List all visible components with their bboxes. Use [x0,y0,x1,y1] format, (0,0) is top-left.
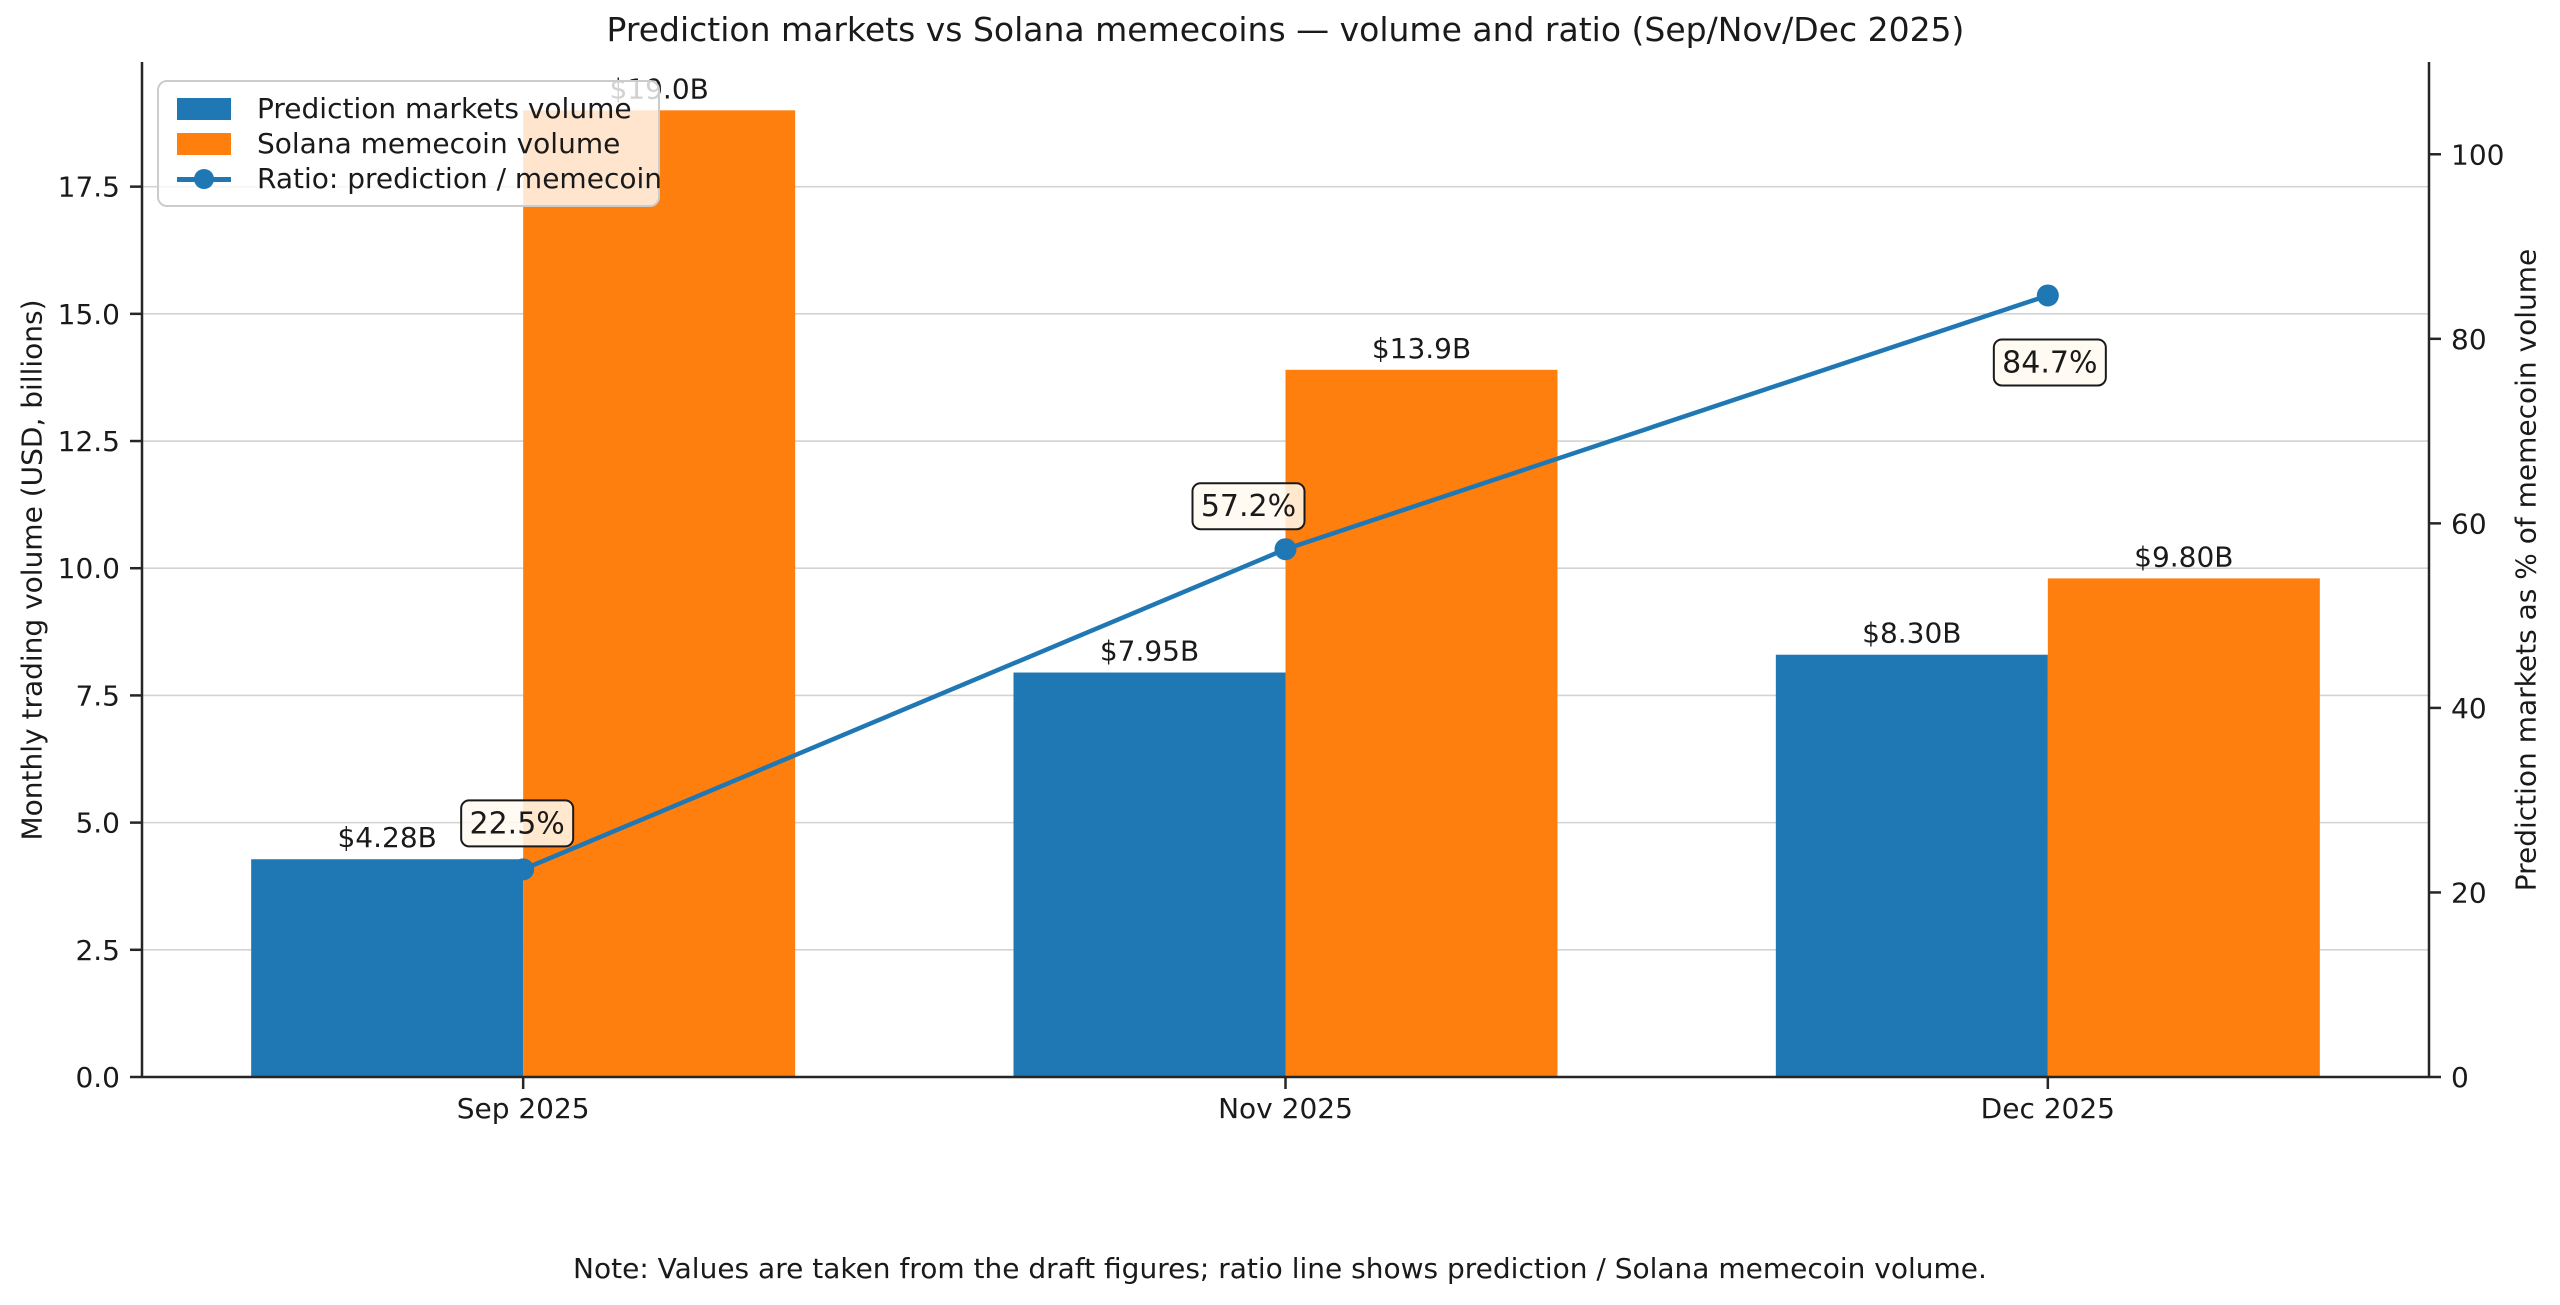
right-tick-label: 100 [2451,138,2504,171]
bar [1013,672,1286,1077]
right-tick-label: 0 [2451,1061,2469,1094]
left-tick-label: 17.5 [58,171,120,204]
bar-labels-group: $4.28B$7.95B$8.30B$19.0B$13.9B$9.80B [337,72,2233,854]
left-tick-label: 2.5 [75,934,120,967]
left-tick-label: 10.0 [58,552,120,585]
x-tick-label: Dec 2025 [1981,1092,2115,1125]
x-tick-label: Nov 2025 [1218,1092,1353,1125]
left-tick-label: 12.5 [58,425,120,458]
right-tick-label: 40 [2451,692,2487,725]
annotation-label: 57.2% [1201,489,1296,524]
bars-group [251,110,2320,1078]
bar-value-label: $9.80B [2134,540,2233,573]
legend-item-prediction-volume: Prediction markets volume [177,92,648,125]
right-tick-label: 20 [2451,876,2487,909]
bar-value-label: $4.28B [337,821,436,854]
annotation-box [1191,482,1306,531]
ratio-point-marker [512,858,535,881]
right-tick-label: 60 [2451,507,2487,540]
legend-line-marker-icon [177,168,231,190]
annotations-group: 22.5% 57.2% 84.7% [460,338,2107,848]
annotation-label: 22.5% [470,806,565,841]
ratio-line-group [512,284,2059,881]
left-axis-label: Monthly trading volume (USD, billions) [15,299,49,841]
bar [1775,654,2048,1077]
footnote: Note: Values are taken from the draft fi… [573,1252,1987,1285]
legend-label: Prediction markets volume [257,92,632,125]
bar-value-label: $8.30B [1862,617,1961,650]
left-tick-label: 5.0 [75,807,120,840]
bar [2047,578,2320,1077]
left-tick-label: 15.0 [58,298,120,331]
legend-label: Ratio: prediction / memecoin [257,162,662,195]
bar [1285,369,1558,1077]
left-tick-label: 7.5 [75,679,120,712]
chart-title: Prediction markets vs Solana memecoins —… [606,10,1965,49]
ratio-point-marker [1274,538,1297,561]
legend-item-memecoin-volume: Solana memecoin volume [177,127,648,160]
annotation-box [1992,338,2107,387]
right-tick-label: 80 [2451,323,2487,356]
left-tick-label: 0.0 [75,1061,120,1094]
legend-label: Solana memecoin volume [257,127,621,160]
legend: Prediction markets volume Solana memecoi… [157,80,662,207]
bar-value-label: $13.9B [1372,332,1471,365]
bar [251,859,524,1077]
legend-swatch-blue-bar [177,97,231,120]
right-axis-label: Prediction markets as % of memecoin volu… [2509,248,2543,892]
legend-item-ratio-line: Ratio: prediction / memecoin [177,162,662,195]
axes-group: 0.0 2.5 5.0 7.5 10.0 12.5 15.0 17.5 0 20 40 60 80 100… [58,62,2504,1125]
legend-swatch-orange-bar [177,132,231,155]
bar-value-label: $7.95B [1100,635,1199,668]
ratio-point-marker [2036,284,2059,307]
x-tick-label: Sep 2025 [457,1092,590,1125]
annotation-box [460,799,575,848]
bar [523,110,796,1078]
annotation-label: 84.7% [2002,345,2097,380]
